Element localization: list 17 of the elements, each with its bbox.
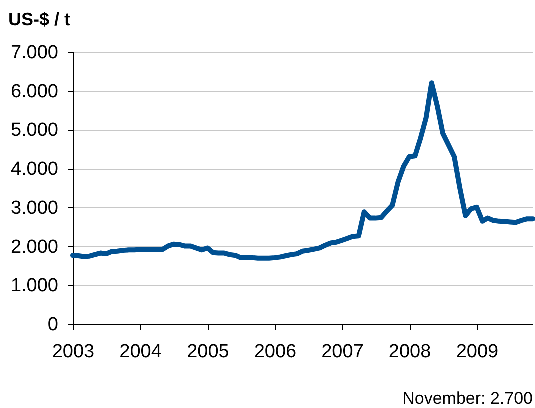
x-tick-label: 2004 [120,342,162,362]
y-tick-label: 6.000 [10,81,58,102]
y-tick-label: 0 [48,314,58,336]
y-tick-label: 2.000 [10,236,58,258]
text: November: 2.700 [402,389,533,408]
x-tick-label: 2003 [52,342,95,362]
x-tick-label: 2005 [187,342,230,362]
x-tick-label: 2009 [456,342,499,362]
x-tick-label: 2006 [254,342,297,362]
y-tick-label: 3.000 [10,198,58,219]
x-tick-label: 2008 [388,342,432,362]
y-tick-label: 4.000 [10,159,58,180]
y-tick-label: 5.000 [10,120,58,142]
y-tick-label: 7.000 [10,42,58,64]
y-axis-title: US-$ / t [8,10,71,30]
x-tick-label: 2007 [322,342,364,362]
y-tick-label: 1.000 [10,276,58,297]
